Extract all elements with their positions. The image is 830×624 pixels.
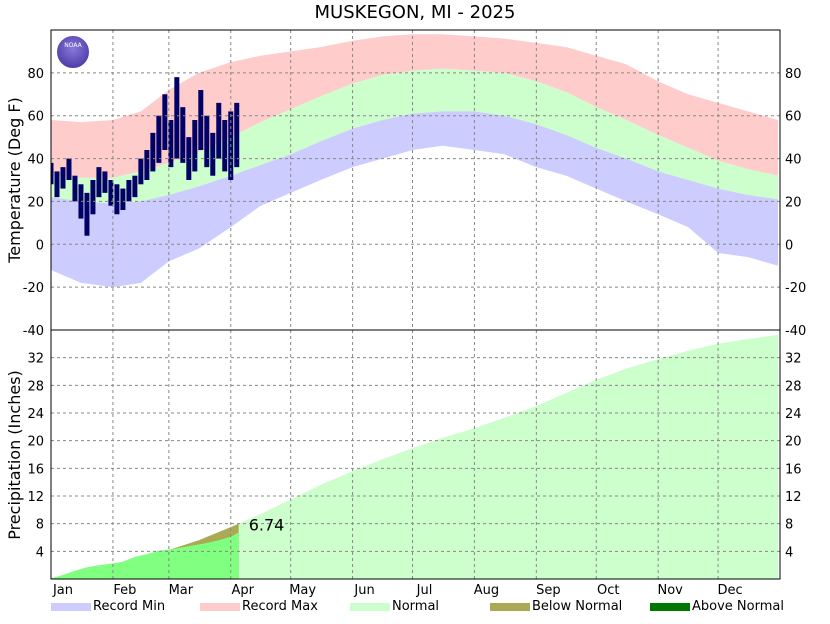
y-tick-label: 40 bbox=[785, 153, 802, 168]
x-tick-label: Mar bbox=[169, 583, 194, 598]
observed-range bbox=[132, 175, 138, 198]
y-tick-label: -40 bbox=[785, 324, 806, 339]
legend: Record Min Record Max Normal Below Normal Ab… bbox=[51, 599, 784, 614]
legend-swatch bbox=[51, 603, 91, 611]
observed-range bbox=[156, 115, 162, 163]
y-tick-label: 4 bbox=[36, 545, 44, 560]
observed-range bbox=[54, 171, 60, 198]
y-tick-label: -40 bbox=[23, 324, 44, 339]
observed-range bbox=[222, 120, 228, 172]
legend-label: Normal bbox=[392, 599, 439, 614]
y-tick-label: 0 bbox=[36, 238, 44, 253]
x-tick-label: Oct bbox=[597, 583, 619, 598]
observed-range bbox=[51, 162, 54, 185]
y-tick-label: 80 bbox=[785, 67, 802, 82]
y-tick-label: 20 bbox=[27, 435, 44, 450]
chart-title: MUSKEGON, MI - 2025 bbox=[315, 2, 516, 23]
y-tick-label: 12 bbox=[785, 490, 802, 505]
x-tick-label: Jun bbox=[353, 583, 374, 598]
y-tick-label: 16 bbox=[27, 462, 44, 477]
y-tick-label: 8 bbox=[785, 518, 793, 533]
legend-swatch bbox=[490, 603, 530, 611]
observed-range bbox=[216, 102, 222, 159]
observed-range bbox=[60, 167, 66, 189]
y-tick-label: -20 bbox=[23, 281, 44, 296]
y-tick-label: 32 bbox=[785, 352, 802, 367]
y-axis-label: Precipitation (Inches) bbox=[5, 370, 24, 540]
y-tick-label: 4 bbox=[785, 545, 793, 560]
observed-range bbox=[234, 102, 240, 168]
plot-border bbox=[50, 29, 781, 580]
observed-range bbox=[210, 132, 216, 176]
y-tick-label: 40 bbox=[27, 153, 44, 168]
observed-range bbox=[126, 180, 132, 202]
y-tick-label: 12 bbox=[27, 490, 44, 505]
observed-range bbox=[114, 184, 120, 215]
observed-range bbox=[162, 94, 168, 150]
observed-range bbox=[174, 77, 180, 159]
observed-range bbox=[120, 188, 126, 210]
y-axis-label: Temperature (Deg F) bbox=[5, 97, 24, 264]
x-tick-label: Jul bbox=[416, 583, 433, 598]
record-max-band bbox=[51, 34, 778, 178]
y-tick-label: 20 bbox=[27, 195, 44, 210]
observed-range bbox=[138, 158, 144, 185]
observed-range bbox=[204, 115, 210, 168]
observed-range bbox=[150, 132, 156, 172]
data-label: 6.74 bbox=[249, 515, 285, 534]
y-tick-label: 24 bbox=[27, 407, 44, 422]
observed-range bbox=[180, 107, 186, 163]
observed-range bbox=[108, 180, 114, 206]
y-tick-label: 60 bbox=[27, 110, 44, 125]
observed-range bbox=[96, 167, 102, 198]
legend-label: Above Normal bbox=[692, 599, 784, 614]
observed-range bbox=[90, 180, 96, 215]
y-tick-label: 20 bbox=[785, 435, 802, 450]
legend-label: Below Normal bbox=[532, 599, 622, 614]
observed-range bbox=[192, 120, 198, 172]
y-tick-label: 0 bbox=[785, 238, 793, 253]
x-tick-label: May bbox=[289, 583, 316, 598]
x-tick-label: Nov bbox=[657, 583, 683, 598]
observed-range bbox=[66, 158, 72, 180]
x-tick-label: Feb bbox=[113, 583, 136, 598]
x-tick-label: Apr bbox=[232, 583, 255, 598]
y-tick-label: 28 bbox=[785, 379, 802, 394]
y-tick-label: 60 bbox=[785, 110, 802, 125]
y-tick-label: 32 bbox=[27, 352, 44, 367]
x-tick-label: Dec bbox=[718, 583, 743, 598]
observed-range bbox=[78, 184, 84, 219]
y-tick-label: 24 bbox=[785, 407, 802, 422]
observed-range bbox=[186, 137, 192, 180]
y-tick-label: -20 bbox=[785, 281, 806, 296]
observed-range bbox=[144, 150, 150, 180]
logo-text: NOAA bbox=[64, 42, 82, 49]
y-tick-label: 20 bbox=[785, 195, 802, 210]
record-min-band bbox=[51, 111, 778, 288]
legend-label: Record Min bbox=[93, 599, 165, 614]
legend-swatch bbox=[650, 603, 690, 611]
y-tick-label: 8 bbox=[36, 518, 44, 533]
observed-range bbox=[102, 171, 108, 193]
x-tick-label: Aug bbox=[474, 583, 499, 598]
y-tick-label: 28 bbox=[27, 379, 44, 394]
logo bbox=[55, 34, 91, 70]
observed-range bbox=[84, 192, 90, 236]
observed-range bbox=[168, 120, 174, 168]
x-tick-label: Sep bbox=[536, 583, 561, 598]
y-tick-label: 80 bbox=[27, 67, 44, 82]
observed-range bbox=[72, 175, 78, 202]
legend-label: Record Max bbox=[242, 599, 318, 614]
legend-swatch bbox=[350, 603, 390, 611]
observed-range bbox=[198, 90, 204, 150]
x-tick-label: Jan bbox=[52, 583, 73, 598]
observed-precip-area bbox=[51, 532, 239, 579]
legend-swatch bbox=[200, 603, 240, 611]
temperature-plot bbox=[51, 34, 778, 288]
y-tick-label: 16 bbox=[785, 462, 802, 477]
